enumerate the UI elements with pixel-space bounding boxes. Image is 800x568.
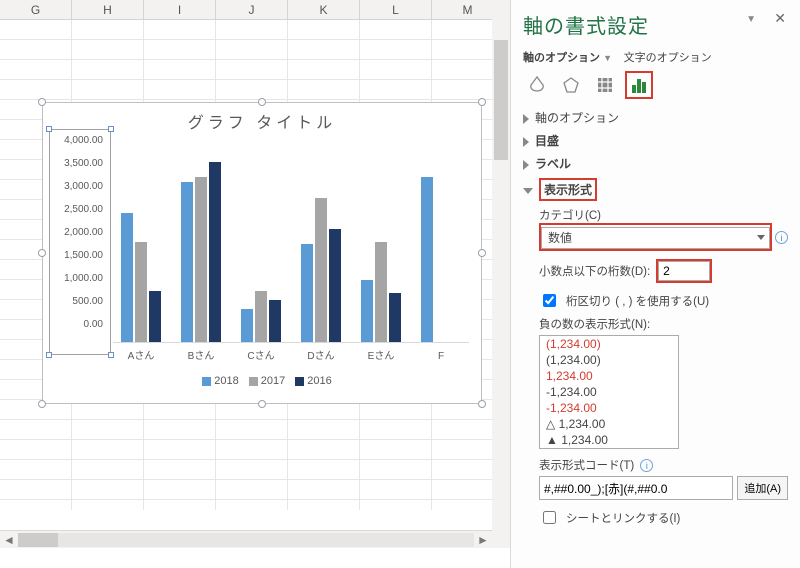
hscroll-thumb[interactable] bbox=[18, 533, 58, 547]
negative-format-option[interactable]: -1,234.00 bbox=[540, 400, 678, 416]
x-axis-label: Eさん bbox=[353, 347, 409, 362]
plot-area[interactable]: 4,000.003,500.003,000.002,500.002,000.00… bbox=[55, 137, 471, 347]
x-axis-label: F bbox=[413, 351, 469, 362]
bar[interactable] bbox=[421, 177, 433, 342]
section-axis-options[interactable]: 軸のオプション bbox=[523, 109, 788, 126]
section-number-format[interactable]: 表示形式 bbox=[523, 178, 788, 201]
chart-object[interactable]: グラフ タイトル 4,000.003,500.003,000.002,500.0… bbox=[42, 102, 482, 404]
bar[interactable] bbox=[269, 300, 281, 342]
pin-icon[interactable]: ▼ bbox=[746, 14, 756, 25]
bar[interactable] bbox=[255, 291, 267, 343]
resize-handle[interactable] bbox=[478, 98, 486, 106]
column-headers: GHIJKLM bbox=[0, 0, 510, 20]
bar[interactable] bbox=[181, 182, 193, 342]
category-label: カテゴリ(C) bbox=[539, 207, 788, 223]
spreadsheet-area: GHIJKLM グラフ タイトル 4,000.003,500.003,000.0… bbox=[0, 0, 510, 568]
info-icon[interactable]: i bbox=[775, 231, 788, 244]
vertical-scrollbar[interactable] bbox=[492, 0, 510, 548]
negative-format-option[interactable]: (1,234.00) bbox=[540, 336, 678, 352]
column-header[interactable]: J bbox=[216, 0, 288, 19]
bar[interactable] bbox=[195, 177, 207, 342]
scroll-right-icon[interactable]: ► bbox=[474, 533, 492, 547]
bar[interactable] bbox=[315, 198, 327, 342]
thousands-label: 桁区切り ( , ) を使用する(U) bbox=[566, 293, 709, 309]
bar[interactable] bbox=[135, 242, 147, 342]
resize-handle[interactable] bbox=[478, 400, 486, 408]
resize-handle[interactable] bbox=[38, 98, 46, 106]
format-code-label: 表示形式コード(T) bbox=[539, 460, 634, 472]
horizontal-scrollbar[interactable]: ◄ ► bbox=[0, 530, 492, 548]
category-select[interactable]: 数値 bbox=[541, 227, 770, 249]
bar[interactable] bbox=[241, 309, 253, 342]
tab-axis-options[interactable]: 軸のオプション bbox=[523, 52, 600, 64]
tab-text-options[interactable]: 文字のオプション bbox=[624, 52, 712, 64]
negative-format-option[interactable]: ▲ 1,234.00 bbox=[540, 432, 678, 448]
vscroll-thumb[interactable] bbox=[494, 40, 508, 160]
x-axis-label: Bさん bbox=[173, 347, 229, 362]
column-header[interactable]: G bbox=[0, 0, 72, 19]
section-tick-marks[interactable]: 目盛 bbox=[523, 132, 788, 149]
resize-handle[interactable] bbox=[258, 98, 266, 106]
legend[interactable]: 201820172016 bbox=[43, 375, 481, 387]
axis-selection[interactable] bbox=[49, 129, 111, 355]
format-code-input[interactable] bbox=[539, 476, 733, 500]
close-icon[interactable]: ✕ bbox=[774, 10, 786, 27]
decimals-input[interactable] bbox=[658, 261, 710, 281]
resize-handle[interactable] bbox=[38, 400, 46, 408]
column-header[interactable]: H bbox=[72, 0, 144, 19]
info-icon[interactable]: i bbox=[640, 459, 653, 472]
bars-area[interactable]: AさんBさんCさんDさんEさんF bbox=[113, 137, 469, 343]
size-properties-icon[interactable] bbox=[591, 71, 619, 99]
link-to-sheet-label: シートとリンクする(I) bbox=[566, 510, 680, 526]
column-header[interactable]: K bbox=[288, 0, 360, 19]
negative-format-option[interactable]: 1,234.00 bbox=[540, 368, 678, 384]
decimals-label: 小数点以下の桁数(D): bbox=[539, 263, 650, 279]
section-labels[interactable]: ラベル bbox=[523, 155, 788, 172]
link-to-sheet-checkbox[interactable] bbox=[543, 511, 556, 524]
bar[interactable] bbox=[329, 229, 341, 342]
bar[interactable] bbox=[389, 293, 401, 342]
scroll-left-icon[interactable]: ◄ bbox=[0, 533, 18, 547]
column-header[interactable]: I bbox=[144, 0, 216, 19]
effects-icon[interactable] bbox=[557, 71, 585, 99]
negative-format-option[interactable]: -1,234.00 bbox=[540, 384, 678, 400]
bar[interactable] bbox=[209, 162, 221, 342]
option-tabs: 軸のオプション ▼ 文字のオプション bbox=[523, 49, 788, 65]
negative-format-list[interactable]: (1,234.00)(1,234.00)1,234.00-1,234.00-1,… bbox=[539, 335, 679, 449]
column-header[interactable]: L bbox=[360, 0, 432, 19]
axis-options-icon[interactable] bbox=[625, 71, 653, 99]
x-axis-label: Aさん bbox=[113, 347, 169, 362]
negative-format-option[interactable]: (1,234.00) bbox=[540, 352, 678, 368]
resize-handle[interactable] bbox=[258, 400, 266, 408]
add-button[interactable]: 追加(A) bbox=[737, 476, 788, 500]
thousands-checkbox[interactable] bbox=[543, 294, 556, 307]
icon-tabs bbox=[523, 71, 788, 99]
x-axis-label: Dさん bbox=[293, 347, 349, 362]
resize-handle[interactable] bbox=[38, 249, 46, 257]
bar[interactable] bbox=[121, 213, 133, 342]
x-axis-label: Cさん bbox=[233, 347, 289, 362]
cell-grid[interactable]: グラフ タイトル 4,000.003,500.003,000.002,500.0… bbox=[0, 20, 510, 510]
fill-line-icon[interactable] bbox=[523, 71, 551, 99]
format-axis-panel: ▼ ✕ 軸の書式設定 軸のオプション ▼ 文字のオプション 軸のオプション 目盛… bbox=[510, 0, 800, 568]
bar[interactable] bbox=[149, 291, 161, 343]
resize-handle[interactable] bbox=[478, 249, 486, 257]
bar[interactable] bbox=[361, 280, 373, 342]
negative-format-label: 負の数の表示形式(N): bbox=[539, 316, 788, 332]
bar[interactable] bbox=[375, 242, 387, 342]
bar[interactable] bbox=[301, 244, 313, 342]
negative-format-option[interactable]: △ 1,234.00 bbox=[540, 416, 678, 432]
